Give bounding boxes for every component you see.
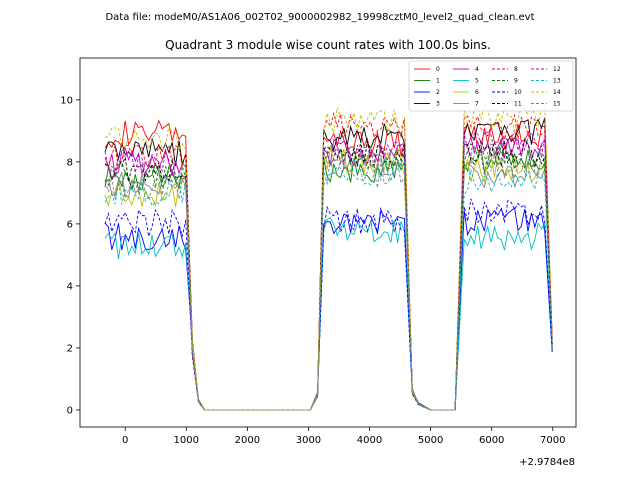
series-line-3 (104, 117, 553, 411)
series-layer (104, 103, 553, 411)
legend-label-2: 2 (436, 89, 440, 96)
y-tick-label-10: 10 (60, 95, 73, 106)
series-line-12 (104, 129, 553, 411)
legend-label-13: 13 (553, 78, 561, 85)
x-tick-label-0: 0 (122, 435, 128, 446)
x-tick-label-5000: 5000 (418, 435, 443, 446)
legend-label-1: 1 (436, 78, 440, 85)
legend-label-6: 6 (475, 89, 479, 96)
chart-title: Quadrant 3 module wise count rates with … (165, 38, 491, 52)
series-line-10 (104, 198, 553, 411)
legend-label-5: 5 (475, 78, 479, 85)
series-line-7 (104, 147, 553, 411)
legend-label-7: 7 (475, 101, 479, 108)
series-line-13 (104, 157, 553, 411)
legend-label-3: 3 (436, 101, 440, 108)
series-line-5 (104, 217, 553, 411)
axes-frame (79, 57, 577, 428)
x-tick-label-4000: 4000 (357, 435, 382, 446)
x-tick-label-7000: 7000 (540, 435, 565, 446)
y-tick-label-2: 2 (67, 343, 73, 354)
legend-label-0: 0 (436, 66, 440, 73)
series-line-11 (104, 137, 553, 411)
ticks-layer: 0 1000 2000 3000 4000 5000 6000 7000 0 2 4 6 8 10 (60, 95, 565, 446)
x-tick-label-3000: 3000 (296, 435, 321, 446)
series-line-8 (104, 111, 553, 411)
legend-label-9: 9 (514, 78, 518, 85)
series-line-2 (104, 207, 553, 411)
x-tick-label-1000: 1000 (174, 435, 199, 446)
x-offset-label: +2.9784e8 (519, 457, 575, 468)
legend-label-14: 14 (553, 89, 561, 96)
y-tick-label-4: 4 (67, 281, 73, 292)
series-line-0 (104, 119, 553, 411)
series-line-14 (104, 103, 553, 411)
x-tick-label-2000: 2000 (235, 435, 260, 446)
data-file-header: Data file: modeM0/AS1A06_002T02_90000029… (105, 12, 534, 23)
series-line-15 (104, 150, 553, 411)
y-tick-label-8: 8 (67, 157, 73, 168)
legend-label-15: 15 (553, 101, 561, 108)
series-line-6 (104, 147, 553, 411)
x-tick-label-6000: 6000 (479, 435, 504, 446)
legend-frame (408, 60, 574, 112)
legend-label-4: 4 (475, 66, 479, 73)
y-tick-label-6: 6 (67, 219, 73, 230)
legend-label-12: 12 (553, 66, 561, 73)
legend-label-11: 11 (514, 101, 522, 108)
legend-label-8: 8 (514, 66, 518, 73)
legend-label-10: 10 (514, 89, 522, 96)
y-tick-label-0: 0 (67, 405, 73, 416)
